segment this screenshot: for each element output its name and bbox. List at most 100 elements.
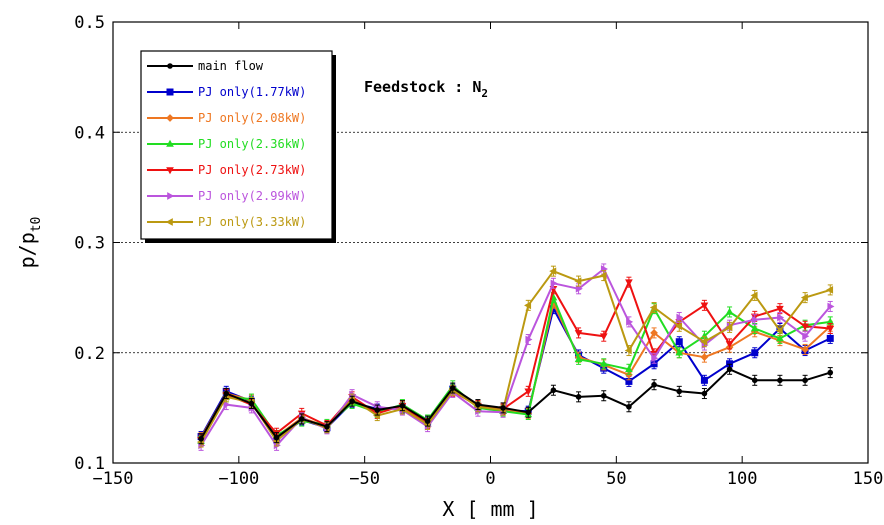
- data-point: [574, 330, 583, 338]
- data-point: [166, 139, 174, 147]
- legend-entry: PJ only(2.08kW): [147, 111, 306, 125]
- data-point: [650, 360, 658, 368]
- data-point: [549, 299, 558, 307]
- data-point: [625, 365, 633, 373]
- legend-entry: PJ only(2.73kW): [147, 163, 306, 177]
- x-tick-label: −50: [349, 469, 380, 489]
- data-point: [524, 301, 532, 310]
- data-point: [802, 377, 808, 384]
- data-point: [167, 192, 175, 200]
- data-point: [751, 349, 759, 357]
- data-point: [524, 388, 533, 396]
- data-point: [625, 279, 633, 287]
- data-point: [349, 398, 355, 405]
- data-point: [801, 345, 809, 354]
- data-point: [675, 322, 683, 331]
- data-point: [725, 323, 733, 332]
- data-point: [424, 418, 431, 424]
- data-point: [676, 388, 683, 395]
- data-point: [574, 277, 582, 285]
- data-point: [549, 267, 557, 276]
- data-point: [826, 325, 835, 333]
- data-point: [726, 360, 734, 368]
- data-point: [775, 326, 783, 335]
- y-tick-label: 0.2: [74, 344, 105, 364]
- data-point: [166, 88, 174, 96]
- y-axis-title: p/pt0: [15, 217, 44, 269]
- data-point: [625, 370, 633, 379]
- data-point: [624, 346, 632, 355]
- series-main-flow: [198, 363, 834, 445]
- data-point: [475, 401, 481, 408]
- data-point: [700, 376, 708, 384]
- data-point: [374, 407, 381, 413]
- series-line: [200, 368, 831, 440]
- data-point: [575, 284, 583, 293]
- data-point: [701, 390, 708, 397]
- x-tick-label: 100: [727, 469, 758, 489]
- data-point: [273, 434, 280, 441]
- legend-label: PJ only(2.36kW): [198, 137, 306, 151]
- legend-entry: PJ only(2.36kW): [147, 137, 306, 151]
- data-point: [700, 302, 709, 310]
- data-point: [751, 377, 758, 384]
- feedstock-annotation: Feedstock : N2: [364, 78, 488, 100]
- data-point: [700, 337, 708, 346]
- data-point: [725, 307, 734, 315]
- x-axis-title: X [ mm ]: [442, 497, 538, 521]
- data-point: [826, 286, 834, 294]
- data-point: [373, 411, 381, 420]
- data-point: [525, 409, 532, 416]
- data-point: [777, 313, 785, 322]
- data-point: [751, 315, 759, 324]
- data-point: [750, 291, 758, 300]
- data-point: [626, 403, 632, 410]
- data-point: [599, 333, 608, 341]
- data-point: [675, 348, 684, 356]
- data-point: [198, 435, 204, 442]
- data-point: [600, 392, 607, 399]
- legend-label: PJ only(2.08kW): [198, 111, 306, 125]
- data-point: [650, 329, 658, 337]
- data-point: [777, 377, 783, 384]
- x-tick-label: −100: [218, 469, 259, 489]
- legend-entry: PJ only(2.99kW): [147, 189, 306, 203]
- data-point: [298, 416, 305, 422]
- data-point: [449, 385, 456, 391]
- data-point: [826, 334, 834, 342]
- data-point: [166, 167, 174, 175]
- data-point: [525, 335, 533, 344]
- legend-entry: PJ only(3.33kW): [147, 215, 306, 229]
- data-point: [826, 317, 835, 325]
- data-point: [273, 441, 281, 450]
- x-tick-label: 150: [853, 469, 884, 489]
- y-tick-label: 0.1: [74, 454, 105, 474]
- data-point: [801, 323, 809, 331]
- data-point: [223, 400, 231, 409]
- x-tick-label: 0: [485, 469, 495, 489]
- data-point: [599, 359, 608, 367]
- data-point: [599, 271, 607, 280]
- series-layer: [196, 263, 835, 451]
- legend-label: PJ only(2.73kW): [198, 163, 306, 177]
- data-point: [223, 390, 230, 397]
- data-point: [676, 313, 684, 322]
- legend-label: main flow: [198, 59, 264, 73]
- data-point: [649, 303, 657, 312]
- data-point: [776, 334, 784, 342]
- data-point: [827, 369, 834, 376]
- data-point: [651, 381, 657, 388]
- data-point: [500, 405, 506, 411]
- data-point: [324, 423, 330, 430]
- x-tick-label: 50: [606, 469, 626, 489]
- legend-label: PJ only(3.33kW): [198, 215, 306, 229]
- data-point: [625, 377, 633, 385]
- data-point: [802, 332, 810, 341]
- data-point: [550, 387, 557, 394]
- data-point: [166, 114, 174, 122]
- data-point: [574, 355, 583, 363]
- y-tick-label: 0.5: [74, 13, 105, 33]
- series-line: [200, 270, 831, 443]
- legend-label: PJ only(2.99kW): [198, 189, 306, 203]
